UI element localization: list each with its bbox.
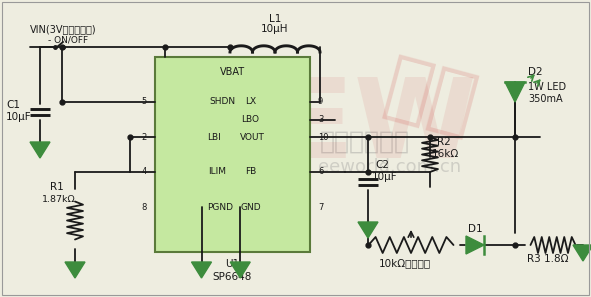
Text: 9: 9 xyxy=(318,97,323,107)
Bar xyxy=(155,57,310,252)
Text: 1W LED: 1W LED xyxy=(528,82,566,92)
Text: SHDN: SHDN xyxy=(209,97,236,107)
Text: eeworld.com.cn: eeworld.com.cn xyxy=(319,158,462,176)
Text: ILIM: ILIM xyxy=(209,168,226,176)
Text: R2: R2 xyxy=(437,137,451,147)
Text: 2: 2 xyxy=(142,132,147,141)
Text: VBAT: VBAT xyxy=(220,67,245,77)
Text: 10kΩ亮度调节: 10kΩ亮度调节 xyxy=(379,258,431,268)
Text: VIN(3V，两节电池): VIN(3V，两节电池) xyxy=(30,24,96,34)
Text: 7: 7 xyxy=(318,203,323,211)
Text: GND: GND xyxy=(240,203,261,211)
Polygon shape xyxy=(573,245,591,261)
Polygon shape xyxy=(30,142,50,158)
Text: 6: 6 xyxy=(318,168,323,176)
Text: EEW: EEW xyxy=(203,73,478,181)
Text: 10μF: 10μF xyxy=(372,172,398,182)
Text: 4: 4 xyxy=(142,168,147,176)
Text: 3: 3 xyxy=(318,116,323,124)
Text: VOUT: VOUT xyxy=(240,132,265,141)
Text: R3 1.8Ω: R3 1.8Ω xyxy=(527,254,569,264)
Text: D2: D2 xyxy=(528,67,543,77)
Text: 10μF: 10μF xyxy=(6,112,32,122)
Text: C2: C2 xyxy=(375,160,389,170)
Text: R1: R1 xyxy=(50,182,64,192)
Text: 10: 10 xyxy=(318,132,329,141)
Polygon shape xyxy=(466,236,484,254)
Text: 10μH: 10μH xyxy=(261,24,289,34)
Polygon shape xyxy=(65,262,85,278)
Text: U1: U1 xyxy=(225,259,239,269)
Polygon shape xyxy=(191,262,212,278)
Text: 1.87kΩ: 1.87kΩ xyxy=(42,195,76,205)
Text: LBO: LBO xyxy=(242,116,259,124)
Text: 电子产品世界: 电子产品世界 xyxy=(320,130,410,154)
Text: D1: D1 xyxy=(468,224,483,234)
Text: 5: 5 xyxy=(142,97,147,107)
Text: LX: LX xyxy=(245,97,256,107)
Text: - ON/OFF: - ON/OFF xyxy=(48,36,88,45)
Polygon shape xyxy=(358,222,378,238)
Text: 16kΩ: 16kΩ xyxy=(432,149,459,159)
Text: C1: C1 xyxy=(6,100,20,110)
Text: L1: L1 xyxy=(269,14,281,24)
Polygon shape xyxy=(230,262,250,278)
Text: SP6648: SP6648 xyxy=(213,272,252,282)
Text: PGND: PGND xyxy=(207,203,233,211)
Text: 设计: 设计 xyxy=(376,49,484,145)
Text: LBI: LBI xyxy=(207,132,222,141)
Text: 8: 8 xyxy=(142,203,147,211)
Text: 350mA: 350mA xyxy=(528,94,563,104)
Text: FB: FB xyxy=(245,168,256,176)
Polygon shape xyxy=(505,82,525,102)
